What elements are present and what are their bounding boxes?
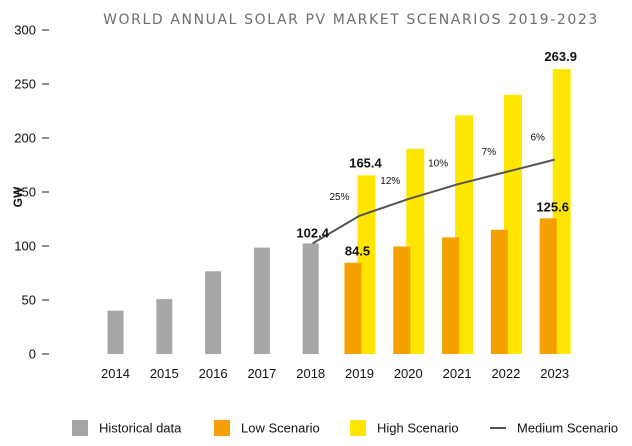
- x-tick-label-2022: 2022: [491, 366, 520, 381]
- growth-label-2021: 10%: [428, 158, 448, 169]
- growth-label-2023: 6%: [530, 133, 545, 144]
- bar-historical-2016: [205, 271, 222, 354]
- y-tick-label-50: 50: [22, 293, 36, 308]
- bar-historical-2014: [107, 310, 124, 354]
- x-tick-label-2016: 2016: [199, 366, 228, 381]
- bar-high-2020: [406, 148, 425, 354]
- x-tick-label-2017: 2017: [247, 366, 276, 381]
- bars: [107, 68, 571, 355]
- bar-high-2023: [552, 68, 571, 354]
- x-tick-label-2014: 2014: [101, 366, 130, 381]
- y-tick-label-250: 250: [14, 77, 36, 92]
- bar-historical-2018: [302, 243, 319, 354]
- bar-low-2019: [344, 262, 362, 354]
- y-tick-label-200: 200: [14, 131, 36, 146]
- bar-historical-2017: [253, 247, 270, 354]
- legend-swatch-high-scenario: [350, 420, 366, 436]
- data-label-historical-data-2018: 102.4: [296, 225, 329, 240]
- x-tick-label-2021: 2021: [443, 366, 472, 381]
- legend-label-medium-scenario: Medium Scenario: [517, 421, 618, 436]
- y-tick-label-150: 150: [14, 185, 36, 200]
- medium-scenario-line: [312, 158, 555, 245]
- legend: Historical data Low Scenario High Scenario…: [72, 420, 618, 436]
- growth-label-2019: 25%: [329, 192, 349, 203]
- x-tick-label-2020: 2020: [394, 366, 423, 381]
- bar-low-2020: [393, 246, 411, 354]
- data-labels: 102.4 84.5 165.4 125.6 263.9 25% 12% 10% 7% 6%: [296, 49, 577, 259]
- growth-label-2020: 12%: [380, 176, 400, 187]
- legend-swatch-low-scenario: [214, 420, 230, 436]
- bar-low-2022: [490, 229, 508, 354]
- legend-label-historical-data: Historical data: [99, 421, 182, 436]
- legend-label-low-scenario: Low Scenario: [241, 421, 320, 436]
- chart-title: WORLD ANNUAL SOLAR PV MARKET SCENARIOS 2…: [103, 12, 599, 28]
- x-tick-label-2019: 2019: [345, 366, 374, 381]
- x-tick-label-2018: 2018: [296, 366, 325, 381]
- y-axis-label: GW: [11, 186, 25, 207]
- data-label-high-scenario-2019: 165.4: [349, 155, 382, 170]
- growth-label-2022: 7%: [482, 147, 497, 158]
- data-label-low-scenario-2019: 84.5: [345, 244, 370, 259]
- bar-low-2021: [442, 237, 460, 354]
- bar-historical-2015: [156, 299, 173, 354]
- bar-high-2019: [357, 175, 376, 354]
- bar-high-2022: [503, 94, 522, 355]
- legend-label-high-scenario: High Scenario: [377, 421, 459, 436]
- data-label-low-scenario-2023: 125.6: [536, 199, 569, 214]
- x-tick-label-2023: 2023: [540, 366, 569, 381]
- y-tick-label-100: 100: [14, 239, 36, 254]
- x-tick-label-2015: 2015: [150, 366, 179, 381]
- y-tick-label-0: 0: [29, 347, 36, 362]
- bar-high-2021: [455, 115, 474, 354]
- y-tick-label-300: 300: [14, 23, 36, 38]
- x-axis: 2014 2015 2016 2017 2018 2019 2020 2021 2022 2023: [101, 366, 569, 381]
- y-axis: 0 50 100 150 200 250 300: [14, 23, 49, 362]
- bar-low-2023: [539, 218, 557, 354]
- medium-scenario-polyline: [312, 158, 555, 245]
- legend-swatch-historical-data: [72, 420, 88, 436]
- data-label-high-scenario-2023: 263.9: [544, 49, 577, 64]
